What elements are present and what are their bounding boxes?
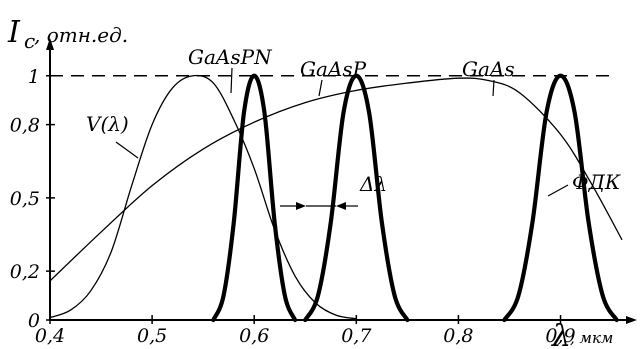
ticks: 0,4 0,5 0,6 0,7 0,8 0,9 0 0,2 0,5 0,8 1 (10, 66, 576, 347)
y-tick-label: 0,5 (10, 188, 40, 210)
series-label-GaAs: GaAs (462, 57, 515, 81)
y-tick-label: 0 (28, 310, 40, 332)
x-tick-label: 0,7 (341, 325, 372, 347)
delta-lambda-marker (280, 202, 358, 210)
y-axis-title-main: I (7, 15, 21, 50)
delta-lambda-left-arrowhead (296, 202, 306, 210)
x-axis-title-symbol: λ (551, 319, 571, 349)
series-label-GaAsPN: GaAsPN (188, 45, 273, 69)
y-axis-arrow (46, 38, 54, 50)
y-axis-title-sub: c (24, 29, 35, 53)
leader-FDK (547, 184, 569, 197)
y-tick-label: 0,2 (10, 261, 40, 283)
y-tick-label: 0,8 (10, 115, 40, 137)
series-curve-0 (49, 74, 357, 320)
delta-lambda-label: Δλ (359, 172, 387, 196)
x-tick-label: 0,8 (443, 325, 473, 347)
series-label-FDK: ФДК (572, 170, 621, 194)
y-axis-title-unit: , отн.ед. (34, 23, 128, 47)
y-tick-label: 1 (28, 66, 40, 88)
curves (49, 73, 623, 323)
series-curve-4 (502, 73, 619, 323)
leader-V (115, 141, 139, 159)
series-label-GaAsP: GaAsP (300, 57, 367, 81)
leader-GaAsP (318, 79, 323, 97)
x-tick-label: 0,4 (35, 325, 65, 347)
series-curve-2 (211, 73, 298, 323)
delta-lambda-right-arrowhead (336, 202, 346, 210)
x-tick-label: 0,5 (137, 325, 167, 347)
series-label-V: V(λ) (86, 112, 129, 136)
axes (46, 38, 637, 324)
x-axis-arrow (626, 316, 637, 324)
x-tick-label: 0,9 (545, 325, 575, 347)
series-curve-3 (303, 73, 410, 323)
series-curve-1 (49, 77, 623, 282)
leader-GaAsPN (230, 67, 233, 94)
x-axis-title-unit: , мкм (570, 329, 613, 347)
x-tick-label: 0,6 (239, 325, 269, 347)
leader-GaAs (492, 79, 495, 97)
